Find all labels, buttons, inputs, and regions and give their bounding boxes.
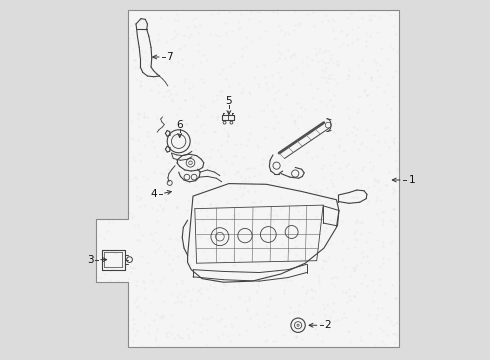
Text: 3: 3 <box>87 255 94 265</box>
Polygon shape <box>96 10 399 347</box>
Text: 4: 4 <box>150 189 157 199</box>
Text: 2: 2 <box>324 320 331 330</box>
Text: 5: 5 <box>225 96 232 106</box>
Text: 6: 6 <box>176 121 183 130</box>
Text: 1: 1 <box>409 175 415 185</box>
Text: 7: 7 <box>167 52 173 62</box>
